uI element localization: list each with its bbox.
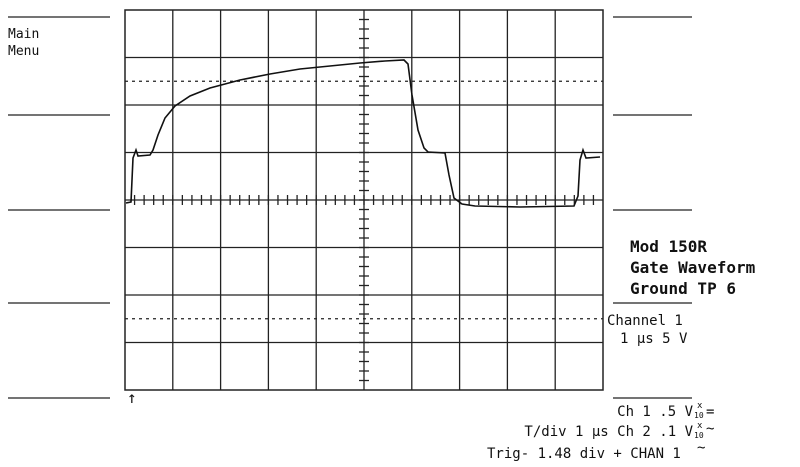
status-trigger: Trig- 1.48 div + CHAN 1 — [487, 446, 681, 462]
channel-info: 1 µs 5 V — [620, 331, 688, 347]
softkey-label[interactable]: Menu — [8, 44, 39, 59]
channel-info: Channel 1 — [607, 313, 683, 329]
softkey-label[interactable]: Main — [8, 27, 39, 42]
probe-top: x — [697, 421, 703, 431]
coupling: ~ — [697, 440, 705, 456]
softkey-lines — [8, 16, 692, 399]
coupling: = — [706, 404, 714, 420]
waveform — [125, 59, 601, 208]
trigger-arrow: ↑ — [127, 388, 137, 407]
graticule — [124, 9, 604, 391]
probe-top: x — [697, 401, 703, 411]
annotation-line: Mod 150R — [630, 237, 707, 256]
probe-bottom: 10 — [694, 411, 704, 420]
probe-bottom: 10 — [694, 431, 704, 440]
annotation-line: Ground TP 6 — [630, 279, 736, 298]
status-ch1: Ch 1 .5 V — [617, 404, 693, 420]
coupling: ~ — [706, 421, 714, 437]
annotation-line: Gate Waveform — [630, 258, 756, 277]
status-ch2: T/div 1 µs Ch 2 .1 V — [524, 424, 693, 440]
